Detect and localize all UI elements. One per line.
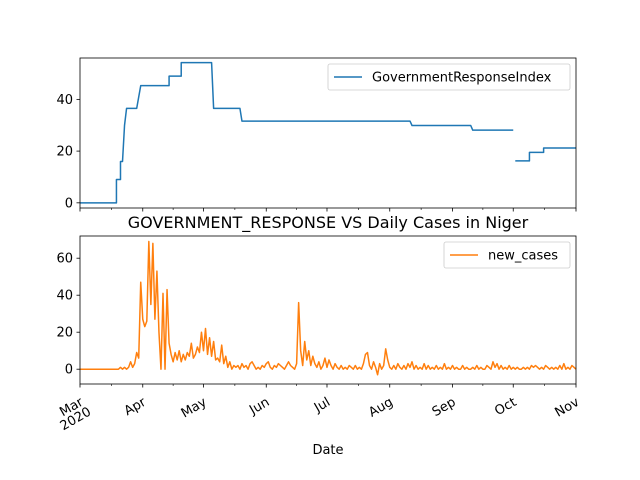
top-legend: GovernmentResponseIndex [327,63,571,91]
x-tick-label: Nov [553,395,583,421]
top-legend-box [327,63,571,91]
x-tick-label: Jun [246,395,272,419]
bottom-legend-label: new_cases [488,249,558,264]
y-tick-label: 40 [56,93,73,108]
x-tick-label: Jul [311,395,333,416]
x-tick-label: Sep [430,395,459,420]
y-tick-label: 40 [56,289,73,304]
x-tick-label: Apr [122,395,150,420]
chart-title: GOVERNMENT_RESPONSE VS Daily Cases in Ni… [128,213,529,233]
top-legend-label: GovernmentResponseIndex [372,71,552,86]
y-tick-label: 20 [56,326,73,341]
y-tick-label: 60 [56,252,73,267]
x-tick-label: Oct [492,395,519,419]
top-y-ticks: 0 20 40 [56,93,80,211]
y-tick-label: 20 [56,145,73,160]
top-x-ticks [79,208,577,212]
x-tick-label: May [179,395,210,422]
new-cases-line [80,240,577,376]
y-tick-label: 0 [65,196,73,211]
bottom-legend-box [443,241,571,269]
bottom-legend: new_cases [443,241,571,269]
top-axes-frame [79,57,577,209]
x-tick-label: Aug [366,395,395,421]
top-axes: 0 20 40 GovernmentResponseIndex [56,57,577,212]
y-tick-label: 0 [65,363,73,378]
bottom-axes: GOVERNMENT_RESPONSE VS Daily Cases in Ni… [56,213,582,458]
bottom-y-ticks: 0 20 40 60 [56,252,80,378]
government-response-index-line [80,61,576,204]
bottom-axes-frame [79,235,577,385]
x-axis-label: Date [312,443,343,458]
